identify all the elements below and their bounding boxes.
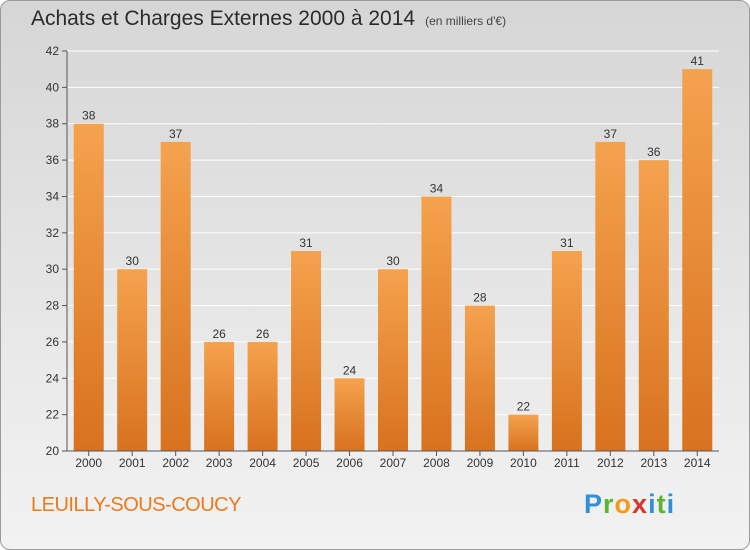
y-tick-label: 40 bbox=[46, 80, 60, 94]
data-label: 24 bbox=[343, 363, 357, 377]
y-tick-label: 36 bbox=[46, 153, 60, 167]
data-label: 31 bbox=[299, 236, 313, 250]
data-label: 22 bbox=[517, 400, 531, 414]
bar-2010 bbox=[508, 414, 539, 451]
bar-2005 bbox=[291, 251, 322, 451]
bar-2004 bbox=[247, 341, 278, 451]
bar-2001 bbox=[117, 269, 148, 451]
data-label: 37 bbox=[604, 127, 618, 141]
data-label: 36 bbox=[647, 145, 661, 159]
proxiti-logo: Proxiti bbox=[584, 489, 676, 519]
x-tick-label: 2013 bbox=[640, 456, 667, 470]
x-tick-label: 2001 bbox=[119, 456, 146, 470]
y-tick-label: 28 bbox=[46, 299, 60, 313]
y-tick-label: 38 bbox=[46, 117, 60, 131]
x-tick-label: 2009 bbox=[467, 456, 494, 470]
chart-title: Achats et Charges Externes 2000 à 2014 (e… bbox=[31, 7, 506, 31]
city-name: LEUILLY-SOUS-COUCY bbox=[31, 494, 241, 516]
data-label: 30 bbox=[386, 254, 400, 268]
x-tick-label: 2008 bbox=[423, 456, 450, 470]
bar-2013 bbox=[638, 160, 669, 451]
x-tick-label: 2000 bbox=[75, 456, 102, 470]
axes: 20 22 24 26 28 30 32 34 36 38 40 42 bbox=[46, 44, 719, 458]
x-tick-label: 2005 bbox=[293, 456, 320, 470]
data-label: 37 bbox=[169, 127, 183, 141]
y-tick-label: 22 bbox=[46, 408, 60, 422]
x-tick-label: 2011 bbox=[554, 456, 580, 470]
x-tick-label: 2010 bbox=[510, 456, 537, 470]
y-tick-label: 24 bbox=[46, 371, 60, 385]
bar-2000 bbox=[73, 123, 104, 452]
data-label: 31 bbox=[560, 236, 574, 250]
x-tick-label: 2007 bbox=[380, 456, 407, 470]
y-tick-label: 42 bbox=[46, 44, 60, 58]
x-tick-label: 2003 bbox=[206, 456, 233, 470]
bar-2009 bbox=[464, 305, 495, 451]
y-tick-label: 34 bbox=[46, 189, 60, 203]
bar-2008 bbox=[421, 196, 452, 451]
data-label: 28 bbox=[473, 291, 487, 305]
x-tick-label: 2004 bbox=[249, 456, 276, 470]
bar-2014 bbox=[682, 69, 713, 451]
bar-2011 bbox=[551, 251, 582, 451]
chart-title-text: Achats et Charges Externes 2000 à 2014 bbox=[31, 7, 416, 30]
bar-2007 bbox=[378, 269, 408, 451]
chart-unit: (en milliers d'€) bbox=[425, 14, 507, 28]
data-label: 30 bbox=[126, 254, 140, 268]
data-label: 26 bbox=[212, 327, 226, 341]
bar-2012 bbox=[595, 141, 626, 451]
data-label: 38 bbox=[82, 109, 96, 123]
bar-2003 bbox=[204, 341, 235, 451]
x-tick-label: 2012 bbox=[597, 456, 624, 470]
bars bbox=[73, 69, 713, 452]
bar-2002 bbox=[160, 141, 191, 451]
y-tick-label: 20 bbox=[46, 444, 60, 458]
x-tick-label: 2006 bbox=[336, 456, 363, 470]
y-tick-label: 26 bbox=[46, 335, 60, 349]
y-tick-label: 32 bbox=[46, 226, 60, 240]
data-label: 26 bbox=[256, 327, 270, 341]
x-tick-label: 2002 bbox=[162, 456, 189, 470]
bar-2006 bbox=[334, 378, 365, 451]
data-label: 34 bbox=[430, 181, 444, 195]
x-tick-label: 2014 bbox=[684, 456, 711, 470]
y-tick-label: 30 bbox=[46, 262, 60, 276]
labels: 2000 38 2001 30 2002 37 2003 26 2004 26 2005 31 2006… bbox=[75, 54, 711, 470]
data-label: 41 bbox=[691, 54, 705, 68]
